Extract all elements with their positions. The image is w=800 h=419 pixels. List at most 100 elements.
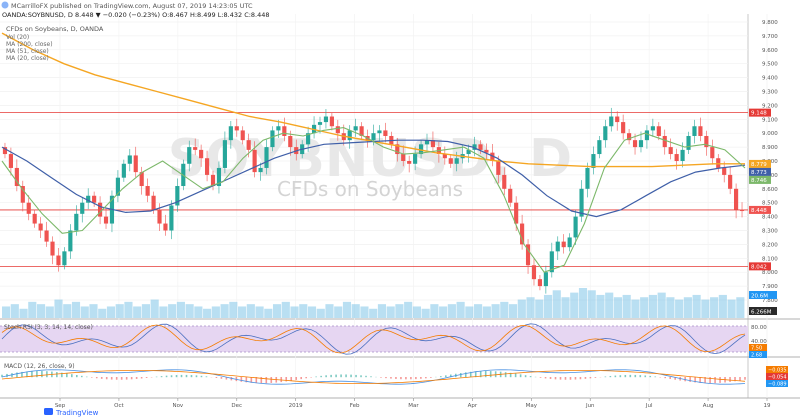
volume-last-label: 20.6M	[751, 294, 768, 300]
macd-histogram-bar	[639, 375, 642, 378]
stoch-rsi-pane[interactable]: Stoch RSI (3, 3, 14, 14, close) 80.00 40…	[0, 323, 767, 359]
macd-histogram-bar	[240, 377, 243, 382]
price-tick-label: 9.500	[762, 62, 778, 68]
macd-label: MACD (12, 26, close, 9)	[4, 363, 75, 370]
macd-histogram-bar	[325, 375, 327, 378]
macd-histogram-bar	[584, 377, 587, 379]
price-tick-label: 8.300	[762, 229, 778, 235]
legend: CFDs on Soybeans, D, OANDA Vol (20) MA (…	[6, 25, 104, 62]
macd-histogram-bar	[145, 377, 148, 378]
stoch-k-value: 7.50	[751, 346, 762, 352]
stoch-k-line	[1, 323, 746, 355]
volume-bar	[369, 308, 378, 318]
macd-pane[interactable]: MACD (12, 26, close, 9) −0.035 −0.054 −0…	[1, 363, 788, 388]
footer-brand[interactable]: TradingView	[55, 409, 99, 417]
macd-histogram-bar	[649, 375, 652, 378]
price-tick-label: 9.300	[762, 90, 778, 96]
macd-histogram-bar	[180, 374, 183, 378]
macd-histogram-bar	[220, 377, 223, 379]
macd-histogram-bar	[105, 377, 108, 380]
volume-bar	[561, 297, 570, 318]
candle-body	[418, 144, 424, 155]
macd-histogram-bar	[509, 372, 512, 378]
macd-histogram-bar	[479, 371, 482, 378]
stoch-d-line	[1, 324, 746, 354]
volume-bar	[456, 301, 465, 318]
volume-bar	[307, 306, 317, 318]
macd-histogram-bar	[714, 377, 716, 384]
candle-body	[74, 213, 79, 231]
stoch-rsi-label: Stoch RSI (3, 3, 14, 14, close)	[4, 324, 93, 331]
macd-histogram-bar	[26, 371, 28, 378]
price-tick-label: 8.400	[762, 215, 778, 221]
volume-bar	[159, 306, 168, 318]
time-axis[interactable]: Sep Oct Nov Dec 2019 Feb Mar Apr May Jun Jul Aug 19	[55, 398, 771, 409]
price-tick-label: 9.400	[762, 76, 778, 82]
macd-histogram-bar	[125, 377, 128, 380]
price-label-badge	[749, 108, 771, 117]
macd-badge-3	[766, 380, 788, 387]
candle-body	[430, 140, 436, 148]
candle-body	[335, 126, 340, 134]
time-tick-label: Jul	[645, 403, 653, 409]
volume-bar	[168, 304, 177, 318]
price-label-value: 8.773	[751, 170, 767, 176]
price-label-badge	[749, 262, 771, 271]
time-tick-label: Nov	[172, 403, 183, 409]
candle-body	[163, 223, 168, 231]
time-tick-label: May	[526, 403, 538, 409]
macd-histogram-bar	[335, 374, 337, 378]
macd-histogram-bar	[170, 375, 173, 378]
legend-ma200[interactable]: MA (200, close)	[6, 41, 53, 48]
volume-bar	[264, 308, 273, 318]
macd-histogram-bar	[744, 377, 746, 380]
candle-body	[139, 172, 144, 187]
time-tick-label: Jun	[585, 403, 595, 409]
legend-vol[interactable]: Vol (20)	[6, 34, 29, 41]
macd-histogram-bar	[61, 372, 63, 378]
macd-histogram-bar	[629, 374, 632, 378]
price-tick-label: 7.900	[762, 284, 778, 290]
horizontal-levels[interactable]	[0, 112, 748, 267]
candle-body	[686, 135, 691, 150]
macd-histogram-bar	[85, 376, 88, 378]
macd-histogram-bar	[544, 377, 547, 379]
macd-histogram-bar	[305, 377, 307, 379]
price-tick-label: 8.600	[762, 187, 778, 193]
macd-histogram-bar	[160, 376, 163, 378]
macd-histogram-bar	[519, 374, 522, 378]
price-label-value: 9.148	[751, 111, 767, 117]
candle-body	[86, 195, 91, 203]
candle-body	[716, 158, 721, 168]
volume-bar	[351, 304, 360, 318]
volume-bar	[727, 299, 736, 318]
volume-bar	[718, 294, 727, 318]
candle-body	[537, 279, 543, 287]
candle-body	[734, 188, 739, 210]
macd-histogram-bar	[135, 377, 138, 379]
time-tick-label: 2019	[289, 403, 303, 409]
candle-body	[502, 174, 507, 189]
price-tick-label: 7.800	[762, 298, 778, 304]
candle-body	[38, 223, 43, 231]
candle-body	[383, 130, 388, 136]
legend-ma20[interactable]: MA (20, close)	[6, 55, 49, 62]
candle-body	[710, 147, 715, 159]
volume-bar	[535, 299, 544, 318]
candle-body	[359, 126, 364, 136]
volume-bar	[736, 297, 745, 318]
volume-bar	[395, 304, 404, 318]
macd-histogram-bar	[669, 377, 672, 379]
volume-bar	[299, 304, 308, 318]
volume-bar	[211, 306, 220, 318]
legend-ma51[interactable]: MA (51, close)	[6, 48, 49, 55]
price-tick-label: 9.200	[762, 103, 778, 109]
candle-body	[323, 116, 329, 123]
volume-bar	[596, 294, 605, 318]
candle-body	[2, 147, 8, 155]
candle-body	[50, 241, 55, 256]
macd-histogram-bar	[539, 377, 542, 378]
candle-body	[490, 152, 495, 161]
